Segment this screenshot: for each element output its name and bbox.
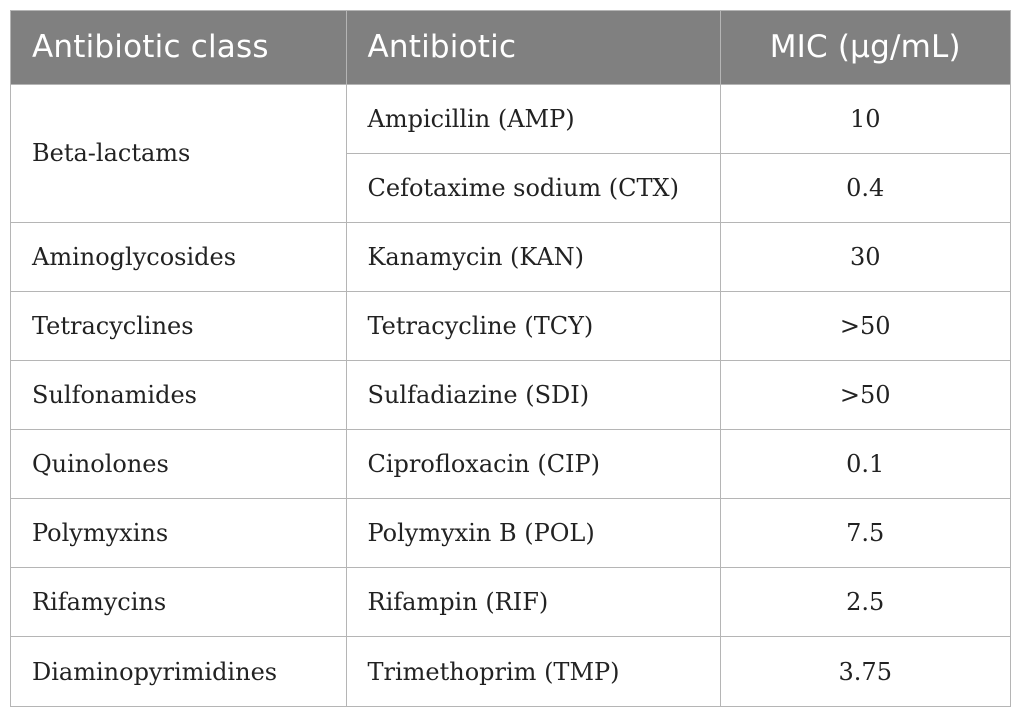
mic-table-container: Antibiotic class Antibiotic MIC (µg/mL) … — [10, 10, 1011, 707]
antibiotic-cell: Sulfadiazine (SDI) — [345, 359, 720, 430]
antibiotic-cell: Kanamycin (KAN) — [345, 221, 720, 292]
class-cell: Sulfonamides — [11, 359, 346, 430]
antibiotic-cell: Ciprofloxacin (CIP) — [345, 429, 720, 499]
table-row: Polymyxins Polymyxin B (POL) 7.5 — [11, 498, 1010, 568]
class-cell: Beta-lactams — [11, 83, 346, 223]
antibiotic-cell: Trimethoprim (TMP) — [345, 636, 720, 706]
class-cell: Aminoglycosides — [11, 221, 346, 292]
mic-cell: >50 — [719, 359, 1010, 430]
table-row: Aminoglycosides Kanamycin (KAN) 30 — [11, 221, 1010, 292]
class-cell: Rifamycins — [11, 567, 346, 637]
mic-cell: 0.1 — [719, 429, 1010, 499]
mic-cell: 3.75 — [719, 636, 1010, 706]
class-cell: Quinolones — [11, 429, 346, 499]
header-antibiotic: Antibiotic — [345, 11, 720, 84]
mic-cell: 10 — [719, 83, 1010, 154]
table-row: Tetracyclines Tetracycline (TCY) >50 — [11, 290, 1010, 361]
antibiotic-cell: Cefotaxime sodium (CTX) — [345, 152, 720, 223]
table-row: Diaminopyrimidines Trimethoprim (TMP) 3.… — [11, 636, 1010, 706]
header-mic: MIC (µg/mL) — [719, 11, 1010, 84]
table-row: Rifamycins Rifampin (RIF) 2.5 — [11, 567, 1010, 637]
mic-cell: 2.5 — [719, 567, 1010, 637]
table-row: Sulfonamides Sulfadiazine (SDI) >50 — [11, 359, 1010, 430]
class-cell: Polymyxins — [11, 498, 346, 568]
antibiotic-cell: Tetracycline (TCY) — [345, 290, 720, 361]
class-cell: Diaminopyrimidines — [11, 636, 346, 706]
antibiotic-cell: Polymyxin B (POL) — [345, 498, 720, 568]
mic-cell: 30 — [719, 221, 1010, 292]
antibiotic-cell: Rifampin (RIF) — [345, 567, 720, 637]
header-antibiotic-class: Antibiotic class — [11, 11, 346, 84]
table-row: Beta-lactams Ampicillin (AMP) 10 — [11, 83, 1010, 223]
table-header: Antibiotic class Antibiotic MIC (µg/mL) — [11, 11, 1010, 84]
mic-table: Antibiotic class Antibiotic MIC (µg/mL) … — [11, 11, 1010, 706]
mic-cell: 0.4 — [719, 152, 1010, 223]
table-body: Beta-lactams Ampicillin (AMP) 10 Cefotax… — [11, 83, 1010, 706]
mic-cell: >50 — [719, 290, 1010, 361]
table-row: Cefotaxime sodium (CTX) 0.4 — [11, 152, 1010, 223]
antibiotic-cell: Ampicillin (AMP) — [345, 83, 720, 154]
header-row: Antibiotic class Antibiotic MIC (µg/mL) — [11, 11, 1010, 84]
mic-cell: 7.5 — [719, 498, 1010, 568]
class-cell: Tetracyclines — [11, 290, 346, 361]
table-row: Quinolones Ciprofloxacin (CIP) 0.1 — [11, 429, 1010, 499]
